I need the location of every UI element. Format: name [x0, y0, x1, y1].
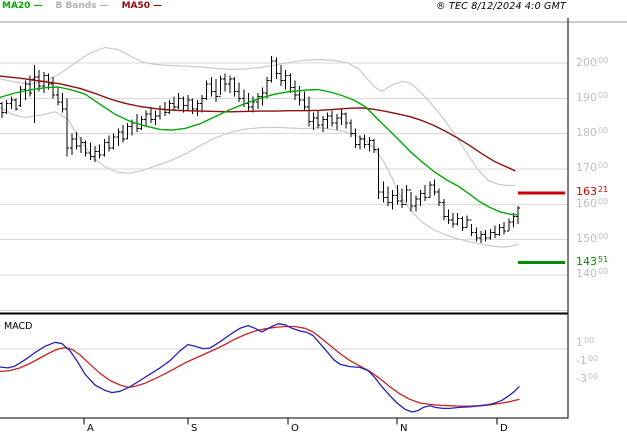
month-tick-label-S: S: [191, 423, 198, 434]
price-tick-label-180: 18000: [576, 126, 609, 140]
chart-attribution: ® TEC 8/12/2024 4:0 GMT: [436, 1, 566, 12]
price-tick-label-190: 19000: [576, 90, 609, 104]
chart-legend: MA20— B Bands — MA50—: [2, 1, 175, 11]
price-tick-label-150: 15000: [576, 232, 609, 246]
legend-item-ma20: MA20—: [2, 1, 42, 11]
level-label-163: 16321: [576, 185, 609, 199]
legend-ma20-line-swatch: —: [33, 1, 42, 11]
price-tick-label-160: 16000: [576, 196, 609, 210]
price-tick-label-200: 20000: [576, 55, 609, 69]
legend-ma50-label: MA50: [121, 1, 151, 11]
price-tick-label-140: 14000: [576, 267, 609, 281]
legend-item-ma50: MA50—: [121, 1, 162, 11]
legend-bbands-line-swatch: —: [99, 1, 109, 11]
legend-ma20-label: MA20: [2, 1, 31, 11]
level-label-143: 14351: [576, 255, 609, 269]
macd-panel-label: MACD: [4, 321, 33, 332]
legend-ma50-line-swatch: —: [153, 1, 162, 11]
month-tick-label-N: N: [400, 423, 408, 434]
legend-bbands-label: B Bands: [55, 1, 97, 11]
macd-tick-label-1: 100: [576, 335, 595, 349]
macd-tick-label--1: -100: [576, 353, 599, 367]
macd-tick-label--3: -300: [576, 371, 599, 385]
price-tick-label-170: 17000: [576, 161, 609, 175]
month-tick-label-O: O: [291, 423, 299, 434]
month-tick-label-A: A: [87, 423, 94, 434]
legend-item-bbands: B Bands —: [55, 1, 109, 11]
month-tick-label-D: D: [500, 423, 508, 434]
